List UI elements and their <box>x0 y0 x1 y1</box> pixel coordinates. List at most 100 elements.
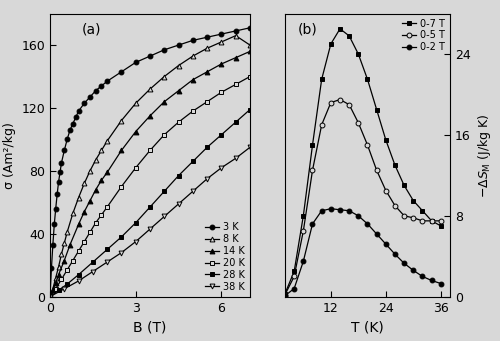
28 K <box>56 288 62 293</box>
28 K <box>118 235 124 239</box>
3 K <box>176 43 182 47</box>
0-7 T <box>300 214 306 218</box>
0-7 T <box>428 219 434 223</box>
8 K <box>76 196 82 200</box>
8 K <box>118 119 124 123</box>
14 K <box>52 280 59 284</box>
0-5 T <box>356 121 362 125</box>
14 K <box>47 295 53 299</box>
0-2 T <box>282 294 288 298</box>
Line: 14 K: 14 K <box>48 49 253 299</box>
0-2 T <box>346 209 352 213</box>
3 K <box>70 122 76 126</box>
Line: 0-5 T: 0-5 T <box>282 97 444 297</box>
3 K <box>132 60 138 64</box>
0-7 T <box>318 77 324 81</box>
38 K <box>118 251 124 255</box>
8 K <box>92 158 98 162</box>
Legend: 0-7 T, 0-5 T, 0-2 T: 0-7 T, 0-5 T, 0-2 T <box>400 17 447 54</box>
20 K <box>218 90 224 94</box>
28 K <box>132 221 138 225</box>
0-7 T <box>383 138 389 142</box>
28 K <box>64 282 70 286</box>
14 K <box>118 148 124 152</box>
0-5 T <box>310 168 316 172</box>
8 K <box>176 63 182 68</box>
8 K <box>98 148 104 152</box>
Line: 20 K: 20 K <box>48 74 253 299</box>
Line: 0-2 T: 0-2 T <box>282 206 444 298</box>
3 K <box>64 137 70 142</box>
Text: (a): (a) <box>82 22 102 36</box>
0-2 T <box>337 208 343 212</box>
38 K <box>76 279 82 283</box>
3 K <box>76 109 82 113</box>
3 K <box>247 26 253 30</box>
0-2 T <box>328 207 334 211</box>
8 K <box>204 46 210 50</box>
20 K <box>147 148 153 152</box>
0-2 T <box>300 259 306 263</box>
14 K <box>87 199 93 203</box>
14 K <box>176 89 182 93</box>
3 K <box>147 54 153 58</box>
0-2 T <box>310 222 316 226</box>
20 K <box>82 240 87 244</box>
Legend: 3 K, 8 K, 14 K, 20 K, 28 K, 38 K: 3 K, 8 K, 14 K, 20 K, 28 K, 38 K <box>203 220 247 294</box>
8 K <box>87 169 93 173</box>
3 K <box>82 101 87 105</box>
20 K <box>52 287 59 291</box>
14 K <box>162 100 168 104</box>
28 K <box>190 159 196 163</box>
14 K <box>132 130 138 134</box>
20 K <box>190 109 196 113</box>
28 K <box>176 174 182 178</box>
0-5 T <box>337 98 343 102</box>
0-2 T <box>428 279 434 283</box>
3 K <box>72 115 78 119</box>
0-5 T <box>383 189 389 193</box>
3 K <box>162 48 168 52</box>
38 K <box>176 202 182 206</box>
0-2 T <box>410 268 416 272</box>
0-2 T <box>364 222 370 226</box>
14 K <box>50 288 56 293</box>
Line: 28 K: 28 K <box>48 107 253 299</box>
38 K <box>218 166 224 170</box>
8 K <box>47 295 53 299</box>
3 K <box>56 180 62 184</box>
Line: 3 K: 3 K <box>48 25 253 299</box>
20 K <box>132 166 138 170</box>
8 K <box>132 101 138 105</box>
Line: 38 K: 38 K <box>48 145 253 299</box>
8 K <box>62 241 68 245</box>
20 K <box>118 184 124 189</box>
0-5 T <box>428 219 434 223</box>
20 K <box>76 249 82 253</box>
3 K <box>50 243 56 247</box>
3 K <box>190 38 196 42</box>
Y-axis label: $-\Delta S_{\mathrm{M}}$ (J/kg K): $-\Delta S_{\mathrm{M}}$ (J/kg K) <box>476 113 493 197</box>
20 K <box>92 221 98 225</box>
38 K <box>162 214 168 219</box>
20 K <box>64 268 70 272</box>
0-5 T <box>410 216 416 220</box>
3 K <box>218 32 224 36</box>
8 K <box>56 265 62 269</box>
20 K <box>247 74 253 78</box>
3 K <box>118 70 124 74</box>
X-axis label: T (K): T (K) <box>351 320 384 334</box>
8 K <box>70 211 76 216</box>
3 K <box>48 266 54 270</box>
0-5 T <box>374 168 380 172</box>
14 K <box>76 222 82 226</box>
0-5 T <box>364 143 370 147</box>
0-5 T <box>318 123 324 127</box>
3 K <box>62 148 68 152</box>
14 K <box>92 188 98 192</box>
14 K <box>218 62 224 66</box>
0-7 T <box>364 77 370 81</box>
0-7 T <box>356 52 362 56</box>
28 K <box>104 248 110 252</box>
38 K <box>247 145 253 149</box>
